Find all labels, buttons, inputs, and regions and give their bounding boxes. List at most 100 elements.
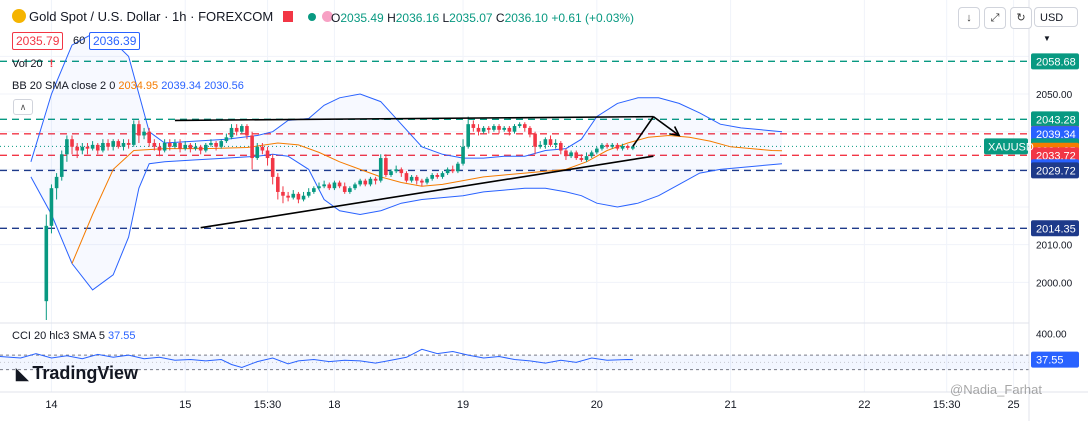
candle-body [240, 126, 244, 132]
cci-tick-label: 400.00 [1036, 329, 1067, 340]
symbol-tag-text: XAUUSD [988, 141, 1034, 153]
currency-select[interactable]: USD ▼ [1034, 7, 1078, 43]
trendline-path-up[interactable] [632, 116, 655, 147]
candle-body [481, 127, 486, 132]
candle-body [126, 142, 131, 145]
time-tick-label: 21 [724, 399, 736, 411]
candle-body [394, 169, 398, 172]
trendline-path-down[interactable] [652, 115, 680, 137]
flag-icon[interactable] [282, 11, 293, 22]
price-tag-bg [1031, 162, 1079, 179]
bb-upper-value: 2039.34 [161, 80, 201, 92]
candle-body [245, 126, 249, 136]
candle-body [574, 152, 579, 159]
arrow-down-icon: ↓ [966, 12, 972, 24]
bb-indicator-label[interactable]: BB 20 SMA close 2 0 2034.95 2039.34 2030… [12, 80, 244, 92]
collapse-legend-button[interactable]: ∧ [13, 99, 33, 115]
candle-body [342, 186, 347, 192]
time-tick-label: 20 [591, 399, 603, 411]
refresh-icon: ↻ [1016, 12, 1026, 24]
time-tick-label: 18 [328, 399, 340, 411]
candle-body [358, 180, 362, 185]
bb-basis-line [71, 134, 783, 264]
candle-body [322, 184, 326, 187]
cci-value-tag-text: 37.55 [1036, 355, 1064, 367]
tradingview-logo: ◣ TradingView [16, 363, 138, 384]
candle-body [90, 144, 95, 149]
candle-body [425, 178, 429, 183]
time-axis[interactable]: 14 15 15:30 18 19 20 21 22 15:30 25 [45, 399, 1019, 411]
trendline-support[interactable] [200, 155, 654, 229]
price-tag-2043.28: 2043.28 [1031, 111, 1079, 128]
candle-body [173, 142, 177, 147]
trendlines[interactable] [174, 115, 681, 229]
candle-body [121, 142, 126, 147]
price-tag-2058.68: 2058.68 [1031, 53, 1079, 70]
author-watermark: @Nadia_Farhat [950, 382, 1042, 397]
candle-body [615, 144, 620, 149]
candle-body [296, 193, 301, 200]
cci-line [0, 348, 633, 369]
candle-body [101, 142, 105, 151]
candle-body [610, 144, 615, 147]
candle-body [373, 178, 378, 181]
candle-body [543, 139, 548, 145]
price-tag-text: 2058.68 [1036, 56, 1076, 68]
candle-body [533, 133, 537, 147]
high-value: 2036.16 [395, 11, 440, 25]
candle-body [450, 169, 455, 172]
price-tag-bg [1031, 126, 1079, 143]
candle-body [507, 127, 512, 132]
candle-body [281, 191, 285, 196]
chevron-up-icon: ∧ [19, 102, 27, 112]
candle-body [301, 195, 306, 200]
trendline-resistance[interactable] [174, 115, 654, 122]
price-tick-label: 2000.00 [1036, 278, 1073, 289]
bb-fill [30, 33, 782, 290]
candle-body [461, 146, 465, 164]
candle-body [70, 139, 74, 147]
time-tick-label: 15:30 [933, 399, 961, 411]
symbol-header[interactable]: Gold Spot / U.S. Dollar · 1h · FOREXCOM [12, 9, 334, 24]
open-value: 2035.49 [340, 11, 384, 25]
candle-body [456, 163, 460, 172]
candle-body [95, 144, 100, 151]
grid [0, 0, 1029, 392]
price-tag-text: 2029.72 [1036, 165, 1076, 177]
candle-body [440, 173, 445, 177]
candle-body [569, 152, 573, 157]
candles [44, 116, 635, 320]
time-tick-label: 22 [858, 399, 870, 411]
candle-body [317, 186, 321, 189]
chevron-down-icon: ▼ [1043, 34, 1051, 43]
candle-body [131, 124, 136, 145]
candle-body [384, 158, 388, 175]
fullscreen-button[interactable]: ⤢ [984, 7, 1006, 29]
candle-body [445, 169, 450, 174]
candle-body [188, 144, 193, 149]
candle-body [209, 142, 213, 145]
snapshot-button[interactable]: ↻ [1010, 7, 1032, 29]
low-value: 2035.07 [449, 11, 493, 25]
cci-indicator-label[interactable]: CCI 20 hlc3 SMA 5 37.55 [12, 330, 136, 342]
candle-body [389, 171, 393, 175]
candle-body [157, 146, 162, 151]
candle-body [517, 124, 522, 127]
candle-body [471, 124, 476, 128]
buy-price-button[interactable]: 2036.39 [89, 32, 141, 50]
vol-indicator-label[interactable]: Vol 20 ! [12, 58, 53, 70]
market-open-icon [308, 13, 317, 21]
candle-body [106, 142, 110, 147]
candle-body [620, 146, 625, 149]
candle-body [584, 156, 589, 160]
candle-body [348, 188, 352, 192]
price-tag-bg [1031, 220, 1079, 237]
arrow-down-button[interactable]: ↓ [958, 7, 980, 29]
candle-body [75, 146, 79, 151]
bb-label: BB 20 SMA close 2 0 [12, 80, 116, 92]
sell-price-button[interactable]: 2035.79 [12, 32, 64, 50]
close-label: C [495, 11, 505, 25]
warning-icon: ! [49, 58, 54, 70]
